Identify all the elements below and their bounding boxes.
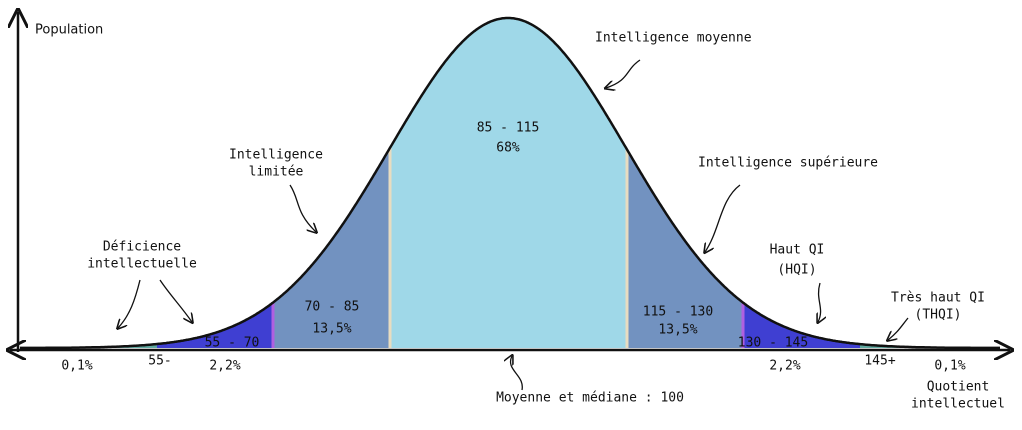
label: limitée	[249, 165, 304, 180]
mean-note: Moyenne et médiane : 100	[496, 391, 684, 406]
label: Intelligence moyenne	[595, 31, 752, 46]
x-label: intellectuel	[911, 397, 1005, 412]
range: 115 - 130	[643, 305, 713, 320]
percent: 2,2%	[769, 359, 800, 374]
label: (THQI)	[915, 308, 962, 323]
arrow	[888, 317, 909, 340]
range: 55 - 70	[205, 336, 260, 351]
region	[743, 302, 860, 348]
percent: 13,5%	[658, 323, 697, 338]
range: 130 - 145	[738, 336, 808, 351]
range: 55-	[148, 354, 171, 369]
arrow	[606, 59, 641, 88]
label: Haut QI	[770, 243, 825, 258]
percent: 13,5%	[312, 322, 351, 337]
percent: 0,1%	[934, 359, 965, 374]
label: Déficience	[103, 240, 181, 255]
region	[390, 18, 627, 348]
range: 70 - 85	[305, 300, 360, 315]
arrow	[159, 279, 192, 322]
label: Intelligence supérieure	[698, 156, 878, 171]
region	[157, 302, 273, 348]
arrow	[289, 184, 316, 232]
y-label: Population	[35, 23, 103, 38]
label: Très haut QI	[891, 291, 985, 306]
percent: 2,2%	[209, 359, 240, 374]
percent: 0,1%	[61, 359, 92, 374]
label: Intelligence	[229, 148, 323, 163]
arrow	[511, 356, 523, 391]
curve-regions	[20, 16, 1000, 350]
arrow	[705, 184, 741, 252]
range: 85 - 115	[477, 121, 540, 136]
label: intellectuelle	[87, 257, 197, 272]
x-label: Quotient	[927, 380, 990, 395]
arrow	[818, 282, 821, 322]
label: (HQI)	[777, 263, 816, 278]
percent: 68%	[496, 141, 520, 156]
arrow	[118, 279, 141, 328]
range: 145+	[864, 354, 895, 369]
